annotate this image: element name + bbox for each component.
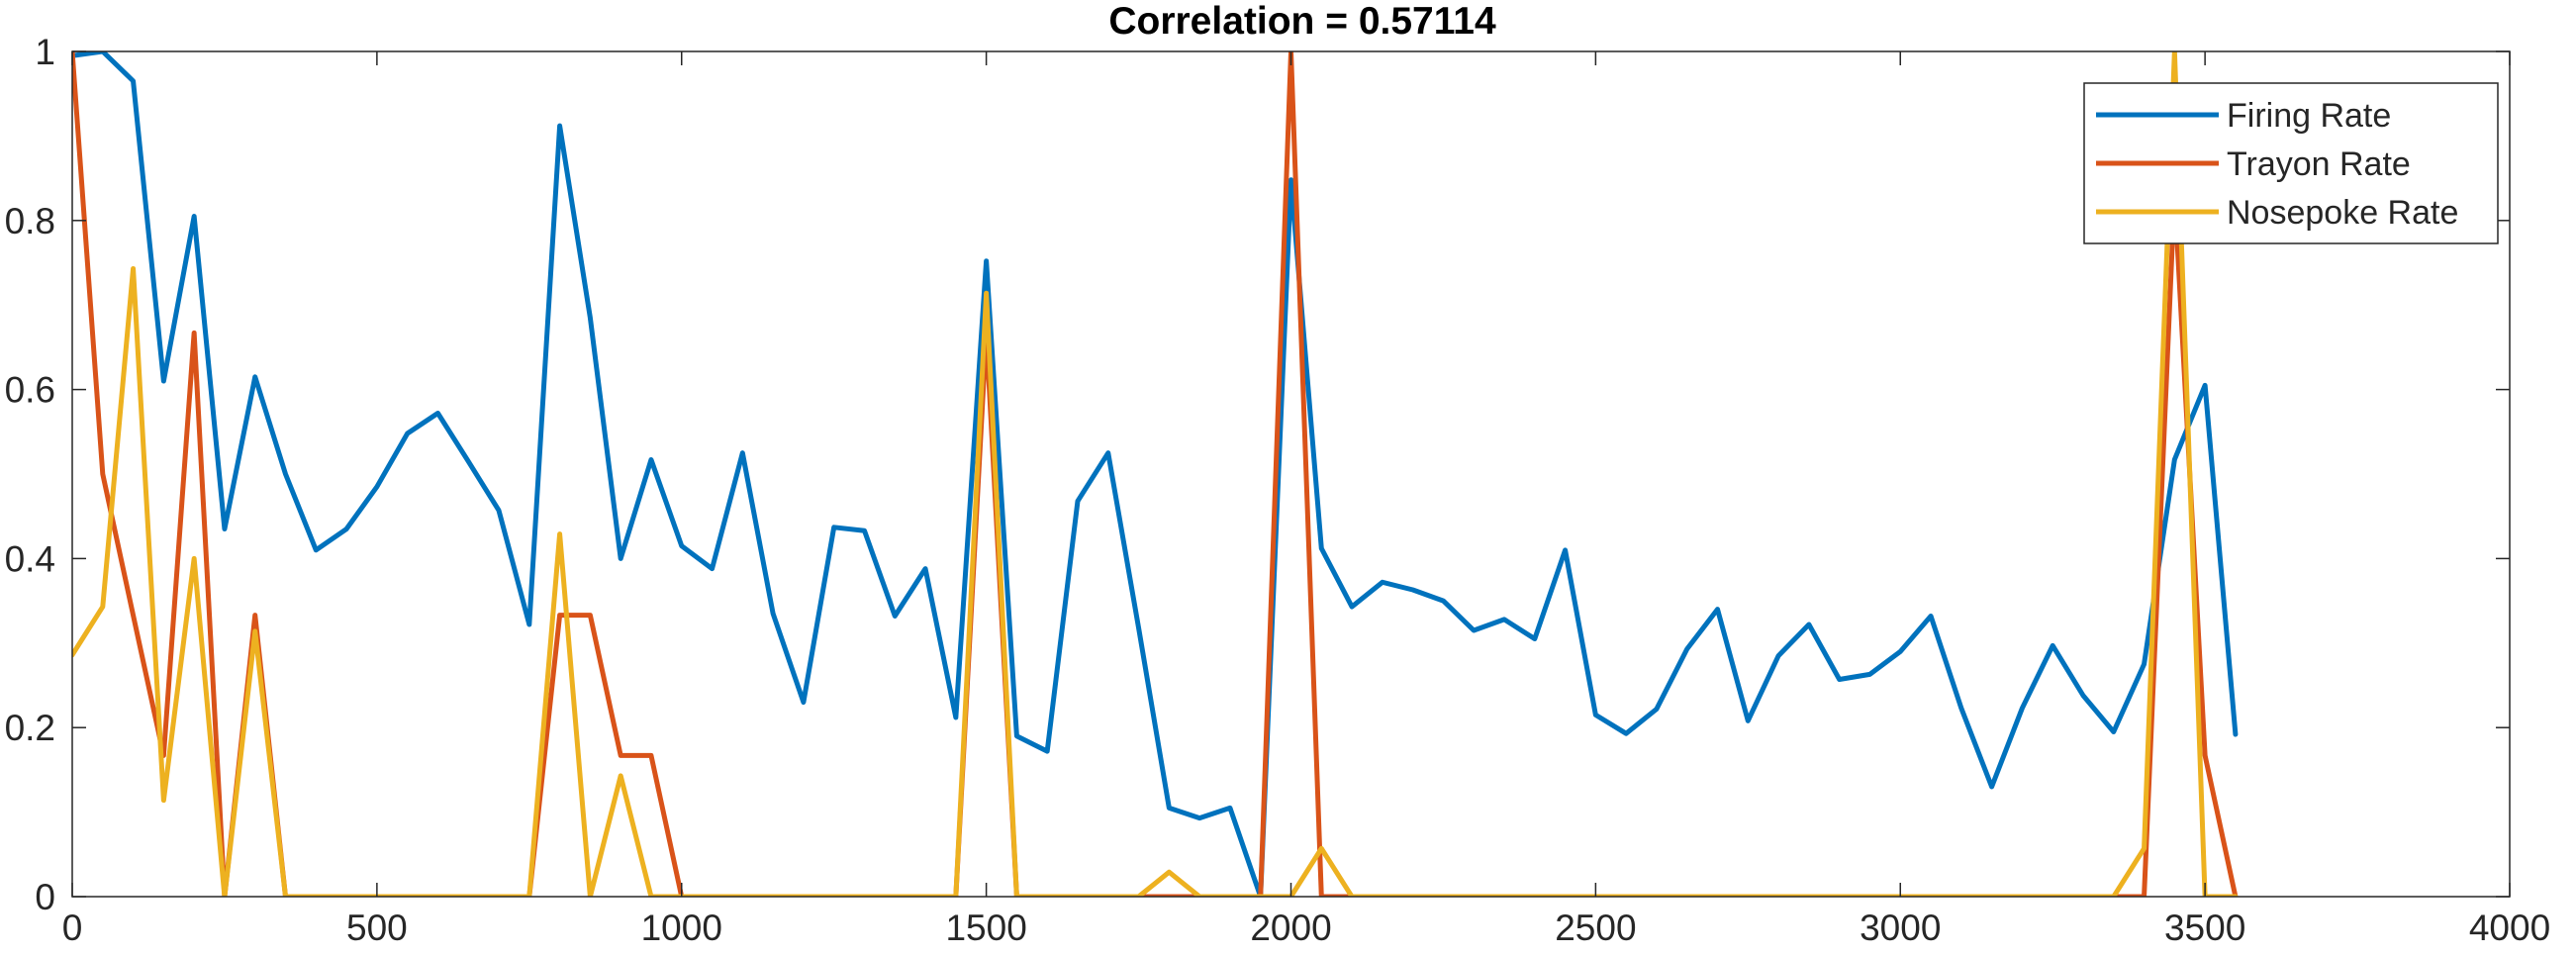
x-tick-label: 4000	[2469, 908, 2550, 948]
legend: Firing Rate Trayon Rate Nosepoke Rate	[2083, 82, 2499, 244]
x-tick-label: 2000	[1250, 908, 1331, 948]
y-tick-label: 0.2	[5, 708, 55, 748]
axes: 0 500 1000 1500 2000 2500 3000 3500 4000 0 0.2 0.4 0…	[5, 32, 2551, 948]
series-line-2	[72, 51, 2239, 897]
x-tick-label: 1000	[641, 908, 722, 948]
y-tick-label: 0.6	[5, 370, 55, 411]
series-layer	[72, 51, 2239, 897]
legend-label: Trayon Rate	[2227, 145, 2411, 183]
y-tick-label: 0.4	[5, 538, 55, 579]
x-tick-label: 0	[62, 908, 83, 948]
legend-label: Firing Rate	[2227, 97, 2391, 135]
legend-label: Nosepoke Rate	[2227, 194, 2458, 232]
x-tick-label: 1500	[945, 908, 1026, 948]
y-tick-label: 1	[35, 32, 55, 72]
x-tick-label: 3000	[1860, 908, 1941, 948]
chart-title: Correlation = 0.57114	[1108, 0, 1496, 43]
x-tick-label: 500	[346, 908, 408, 948]
y-tick-label: 0	[35, 877, 55, 917]
series-line-0	[72, 51, 2239, 897]
y-tick-label: 0.8	[5, 201, 55, 241]
x-tick-label: 3500	[2164, 908, 2245, 948]
x-tick-label: 2500	[1555, 908, 1636, 948]
